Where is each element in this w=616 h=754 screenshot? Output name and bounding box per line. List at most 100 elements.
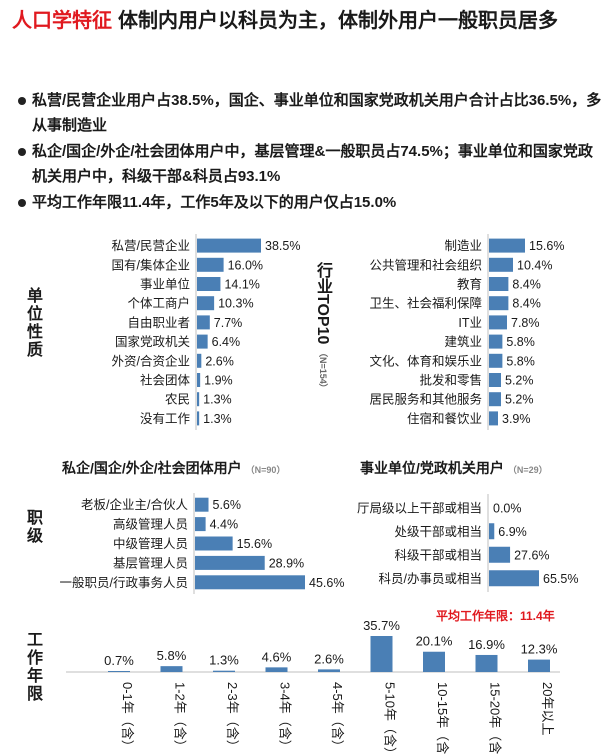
industry-bar: [489, 353, 503, 368]
unit-value-label: 1.9%: [204, 374, 233, 388]
industry-bar: [489, 277, 509, 291]
unit-category-label: 社会团体: [140, 373, 191, 388]
industry-top10-text: 行业TOP10: [314, 262, 331, 345]
public-category-label: 科级干部或相当: [394, 547, 482, 562]
unit-value-label: 38.5%: [265, 239, 300, 253]
industry-category-label: 卫生、社会福利保障: [369, 296, 482, 311]
industry-value-label: 8.4%: [512, 297, 541, 311]
industry-bar: [489, 392, 501, 407]
years-value-label: 5.8%: [157, 648, 187, 663]
bullet-3: 平均工作年限11.4年，工作5年及以下的用户仅占15.0%: [16, 190, 606, 215]
public-bar: [489, 570, 539, 587]
industry-category-label: 教育: [457, 277, 482, 292]
industry-value-label: 5.8%: [506, 335, 535, 349]
years-value-label: 12.3%: [521, 642, 558, 657]
private-bar: [195, 555, 265, 570]
unit-category-label: 没有工作: [140, 411, 191, 426]
unit-value-label: 7.7%: [214, 316, 243, 330]
industry-bar: [489, 334, 503, 349]
unit-bar: [197, 277, 221, 291]
industry-bar: [489, 373, 501, 387]
industry-bar: [489, 315, 507, 330]
industry-value-label: 15.6%: [529, 239, 564, 253]
industry-bar: [489, 238, 525, 253]
public-category-label: 厅局级以上干部或相当: [357, 500, 482, 515]
industry-top10-label: 行业TOP10 （N=154）: [314, 262, 334, 393]
unit-category-label: 私营/民营企业: [112, 238, 190, 253]
years-category-label: 1-2年（含）: [173, 682, 188, 753]
work-years-label: 工作年限: [26, 632, 43, 703]
private-n: （N=90）: [245, 465, 286, 475]
public-category-label: 处级干部或相当: [394, 524, 482, 539]
unit-category-label: 国有/集体企业: [112, 257, 190, 272]
unit-category-label: 自由职业者: [127, 316, 190, 330]
unit-category-label: 事业单位: [140, 277, 190, 292]
years-category-label: 0-1年（含）: [120, 682, 135, 753]
industry-bar: [489, 257, 513, 272]
page-header: 人口学特征 体制内用户以科员为主，体制外用户一般职员居多: [12, 8, 608, 34]
years-bar: [475, 654, 498, 672]
industry-category-label: 居民服务和其他服务: [369, 392, 482, 407]
years-value-label: 4.6%: [262, 649, 292, 664]
years-value-label: 20.1%: [416, 634, 453, 649]
bullet-1: 私营/民营企业用户占38.5%，国企、事业单位和国家党政机关用户合计占比36.5…: [16, 88, 606, 138]
unit-value-label: 1.3%: [203, 393, 232, 407]
years-category-label: 15-20年（含）: [488, 682, 503, 754]
private-category-label: 基层管理人员: [113, 555, 188, 570]
private-value-label: 5.6%: [213, 498, 242, 512]
private-title: 私企/国企/外企/社会团体用户 （N=90）: [62, 458, 285, 478]
industry-value-label: 8.4%: [512, 278, 541, 292]
unit-bar: [197, 238, 261, 253]
unit-bar: [197, 257, 224, 272]
public-value-label: 65.5%: [543, 572, 578, 586]
industry-category-label: 文化、体育和娱乐业: [369, 353, 482, 368]
private-value-label: 4.4%: [210, 518, 239, 532]
industry-bar: [489, 296, 509, 311]
years-value-label: 35.7%: [363, 618, 400, 633]
years-bar: [265, 667, 288, 672]
years-category-label: 3-4年（含）: [278, 682, 293, 753]
industry-value-label: 5.2%: [505, 393, 534, 407]
years-category-label: 4-5年（含）: [330, 682, 345, 753]
public-category-label: 科员/办事员或相当: [379, 571, 482, 586]
unit-category-label: 外资/合资企业: [112, 353, 190, 368]
industry-bar: [489, 411, 498, 426]
bullet-list: 私营/民营企业用户占38.5%，国企、事业单位和国家党政机关用户合计占比36.5…: [16, 88, 606, 216]
unit-value-label: 2.6%: [205, 354, 234, 368]
bullet-2: 私企/国企/外企/社会团体用户中，基层管理&一般职员占74.5%；事业单位和国家…: [16, 139, 606, 189]
private-category-label: 中级管理人员: [113, 536, 188, 551]
unit-value-label: 6.4%: [212, 335, 241, 349]
unit-value-label: 14.1%: [224, 278, 259, 292]
public-value-label: 27.6%: [514, 548, 549, 562]
private-value-label: 15.6%: [237, 537, 272, 551]
unit-category-label: 个体工商户: [127, 296, 190, 311]
public-n: （N=29）: [507, 465, 548, 475]
private-bar: [195, 497, 209, 512]
industry-category-label: 公共管理和社会组织: [369, 257, 482, 272]
years-bar: [370, 636, 393, 672]
private-bar: [195, 517, 206, 532]
unit-category-label: 农民: [165, 393, 190, 407]
unit-category-label: 国家党政机关: [115, 334, 190, 349]
years-value-label: 1.3%: [209, 653, 239, 668]
unit-bar: [197, 392, 200, 407]
private-category-label: 高级管理人员: [113, 517, 188, 532]
unit-bar: [197, 353, 202, 368]
industry-category-label: 批发和零售: [419, 373, 482, 388]
public-bar: [489, 546, 511, 563]
avg-years-note: 平均工作年限：11.4年: [436, 609, 555, 623]
public-value-label: 6.9%: [498, 525, 527, 539]
unit-nature-label: 单位性质: [26, 288, 43, 359]
public-title: 事业单位/党政机关用户 （N=29）: [360, 458, 548, 478]
unit-bar: [197, 373, 201, 387]
years-value-label: 16.9%: [468, 637, 505, 652]
industry-category-label: 建筑业: [444, 334, 482, 349]
private-bar: [195, 536, 233, 551]
years-value-label: 2.6%: [314, 651, 344, 666]
header-highlight: 人口学特征: [12, 10, 112, 32]
private-title-text: 私企/国企/外企/社会团体用户: [62, 460, 242, 476]
years-bar: [318, 669, 340, 672]
private-bar: [195, 575, 305, 590]
industry-value-label: 10.4%: [517, 258, 552, 272]
years-category-label: 10-15年（含）: [435, 682, 450, 754]
